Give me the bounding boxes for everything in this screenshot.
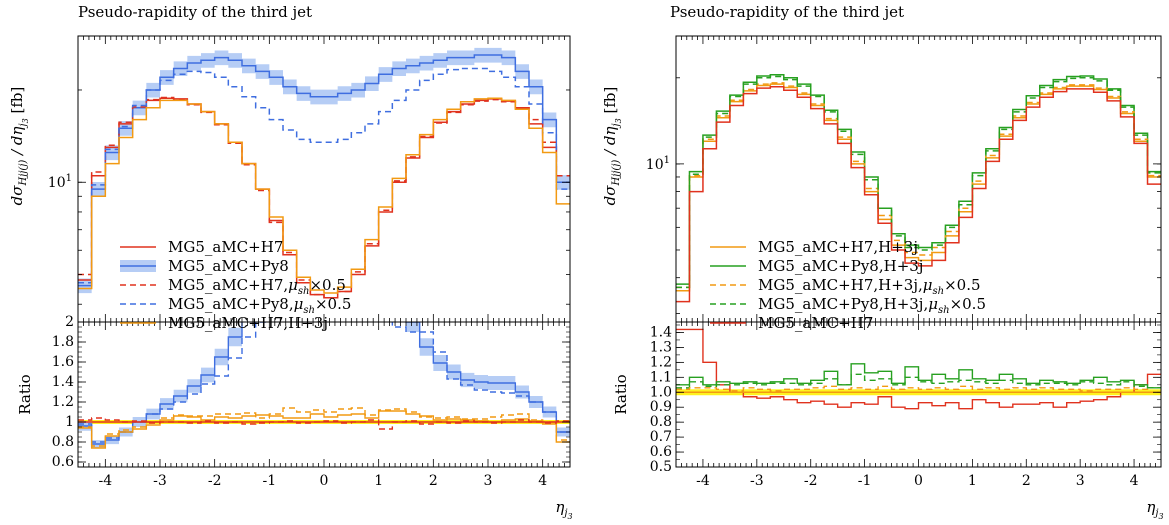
x-tick-label: 2: [429, 473, 438, 489]
x-tick-label: 1: [968, 473, 977, 489]
main-plot-area: [78, 47, 570, 299]
ratio-tick-label: 1.6: [52, 354, 74, 370]
x-tick-label: 4: [1130, 473, 1139, 489]
ratio-tick-label: 2: [65, 314, 74, 330]
chart-panel-1: Pseudo-rapidity of the third jet -4 -3 -2 -1…: [8, 3, 573, 521]
ratio-line-2: [676, 363, 1161, 389]
x-tick-label: 0: [320, 473, 329, 489]
main-plot-area: [676, 73, 1161, 303]
ratio-line-4: [676, 385, 1161, 393]
y-axis-label: dσHjj(j) / dηj3 [fb]: [8, 87, 30, 206]
ratio-tick-label: 1.0: [650, 384, 672, 400]
series-line-3: [78, 96, 570, 299]
ratio-frame: [77, 321, 571, 468]
ratio-tick-label: 1.2: [650, 354, 672, 370]
x-tick-label: -1: [858, 473, 872, 489]
x-tick-label: 1: [374, 473, 383, 489]
ratio-tick-label: 1: [65, 414, 74, 430]
ratio-tick-label: 1.4: [52, 374, 74, 390]
chart-title: Pseudo-rapidity of the third jet: [670, 3, 904, 21]
x-axis-label: ηj3: [1146, 498, 1163, 521]
legend-item-3: MG5_aMC+H7,μsh×0.5: [120, 276, 346, 297]
legend-item-1: MG5_aMC+H7: [120, 238, 283, 256]
x-tick-label: -4: [99, 473, 113, 489]
x-tick-label: -2: [208, 473, 222, 489]
ratio-tick-label: 0.5: [650, 459, 672, 475]
x-tick-label: -3: [153, 473, 167, 489]
ratio-tick-label: 0.6: [52, 454, 74, 470]
ratio-tick-label: 1.4: [650, 324, 672, 340]
x-tick-label: 3: [1076, 473, 1085, 489]
series-line-2: [78, 54, 570, 287]
legend-item-5: MG5_aMC+H7,H+3j: [120, 314, 328, 332]
x-tick-label: -1: [263, 473, 277, 489]
legend-label: MG5_aMC+Py8,H+3j: [758, 257, 923, 275]
legend-label: MG5_aMC+H7,H+3j,μsh×0.5: [758, 276, 981, 297]
ratio-tick-label: 0.8: [650, 414, 672, 430]
x-tick-label: 4: [538, 473, 547, 489]
series-line-5: [676, 86, 1161, 303]
x-tick-label: 2: [1022, 473, 1031, 489]
legend-item-2: MG5_aMC+Py8: [120, 257, 289, 275]
ratio-tick-label: 0.7: [650, 429, 672, 445]
legend-label: MG5_aMC+H7: [168, 238, 283, 256]
x-tick-label: 3: [484, 473, 493, 489]
ratio-line-3: [676, 373, 1161, 389]
ratio-tick-label: 0.9: [650, 399, 672, 415]
legend-item-3: MG5_aMC+H7,H+3j,μsh×0.5: [710, 276, 981, 297]
legend-item-5: MG5_aMC+H7: [710, 314, 873, 332]
ratio-axis-label: Ratio: [16, 374, 34, 414]
x-tick-label: -4: [696, 473, 710, 489]
series-line-5: [78, 97, 570, 294]
legend-item-1: MG5_aMC+H7,H+3j: [710, 238, 918, 256]
ratio-tick-label: 1.1: [650, 369, 672, 385]
legend-label: MG5_aMC+H7,μsh×0.5: [168, 276, 346, 297]
series-line-2: [676, 73, 1161, 285]
ratio-plot-area: [78, 322, 570, 449]
band-blue: [78, 47, 570, 294]
legend-label: MG5_aMC+H7,H+3j: [758, 238, 918, 256]
series-line-4: [78, 67, 570, 284]
ratio-tick-label: 1.3: [650, 339, 672, 355]
series-line-3: [676, 82, 1161, 289]
legend-item-2: MG5_aMC+Py8,H+3j: [710, 257, 923, 275]
legend-label: MG5_aMC+Py8,μsh×0.5: [168, 295, 351, 316]
ratio-tick-label: 0.6: [650, 444, 672, 460]
x-tick-label: -3: [750, 473, 764, 489]
y-tick-label: 101: [646, 155, 670, 173]
legend-label: MG5_aMC+H7,H+3j: [168, 314, 328, 332]
ratio-line-4: [78, 407, 570, 447]
x-tick-label: -2: [804, 473, 818, 489]
ratio-plot-area: [676, 328, 1161, 410]
ratio-tick-label: 1.2: [52, 394, 74, 410]
y-tick-label: 101: [48, 173, 72, 191]
ratio-axis-label: Ratio: [612, 374, 630, 414]
ratio-line-2: [78, 322, 570, 443]
chart-panel-2: Pseudo-rapidity of the third jet -4 -3 -2 -1…: [601, 3, 1164, 521]
ratio-tick-label: 0.8: [52, 434, 74, 450]
series-line-4: [676, 75, 1161, 289]
ratio-tick-label: 1.8: [52, 334, 74, 350]
legend-label: MG5_aMC+Py8,H+3j,μsh×0.5: [758, 295, 986, 316]
legend-label: MG5_aMC+H7: [758, 314, 873, 332]
y-axis-label: dσHjj(j) / dηj3 [fb]: [601, 87, 623, 206]
chart-title: Pseudo-rapidity of the third jet: [78, 3, 312, 21]
legend-item-4: MG5_aMC+Py8,H+3j,μsh×0.5: [710, 295, 986, 316]
legend-item-4: MG5_aMC+Py8,μsh×0.5: [120, 295, 351, 316]
legend-label: MG5_aMC+Py8: [168, 257, 289, 275]
x-tick-label: 0: [914, 473, 923, 489]
ratio-line-1: [676, 328, 1161, 410]
x-axis-label: ηj3: [555, 498, 572, 521]
